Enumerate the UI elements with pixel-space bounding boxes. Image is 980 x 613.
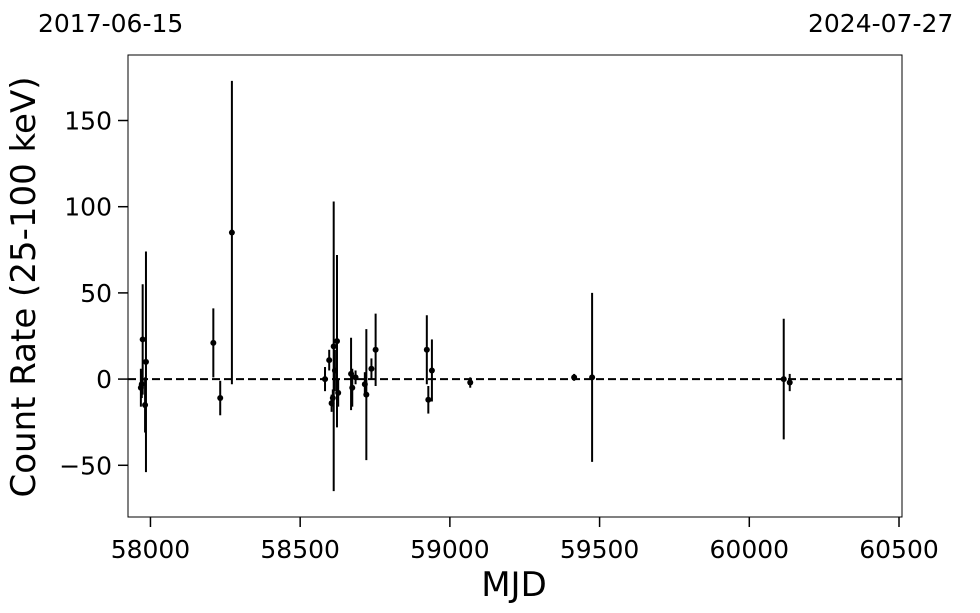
data-point: [589, 374, 596, 381]
top-left-date: 2017-06-15: [38, 9, 183, 38]
data-point: [425, 396, 432, 403]
y-tick-label: 0: [96, 365, 112, 394]
data-point: [335, 389, 342, 396]
x-tick-label: 60000: [710, 535, 790, 564]
plot-frame: [127, 54, 903, 518]
data-point: [139, 336, 146, 343]
x-axis-label: MJD: [481, 565, 547, 605]
data-point: [361, 381, 368, 388]
data-point: [348, 370, 355, 377]
data-point: [322, 376, 329, 383]
data-point: [217, 395, 224, 402]
data-point: [329, 395, 336, 402]
data-point: [210, 339, 217, 346]
data-point: [423, 346, 430, 353]
data-point: [349, 384, 356, 391]
plot-layer: [128, 80, 902, 492]
y-tick-label: 50: [80, 279, 112, 308]
y-tick-label: 100: [64, 193, 112, 222]
data-point: [333, 338, 340, 345]
data-point: [786, 379, 793, 386]
x-tick-label: 60500: [859, 535, 939, 564]
x-tick-label: 58500: [260, 535, 340, 564]
data-point: [780, 376, 787, 383]
data-point: [142, 358, 149, 365]
data-point: [352, 374, 359, 381]
y-axis-label: Count Rate (25-100 keV): [4, 77, 44, 498]
data-point: [571, 374, 578, 381]
data-point: [363, 391, 370, 398]
data-point: [326, 357, 333, 364]
data-point: [228, 229, 235, 236]
top-right-date: 2024-07-27: [808, 9, 953, 38]
y-tick-label: 150: [64, 107, 112, 136]
data-point: [138, 381, 145, 388]
axes-layer: 58000 58500 59000 59500 60000 60500 −50 0 50 100 1…: [59, 107, 939, 564]
data-point: [142, 401, 149, 408]
x-tick-label: 59500: [560, 535, 640, 564]
data-point: [428, 367, 435, 374]
data-point: [368, 365, 375, 372]
y-tick-label: −50: [59, 451, 112, 480]
x-tick-label: 58000: [111, 535, 191, 564]
data-point: [372, 346, 379, 353]
data-point: [330, 343, 337, 350]
data-point: [467, 379, 474, 386]
data-point: [331, 367, 338, 374]
data-point: [328, 400, 335, 407]
x-tick-label: 59000: [410, 535, 490, 564]
